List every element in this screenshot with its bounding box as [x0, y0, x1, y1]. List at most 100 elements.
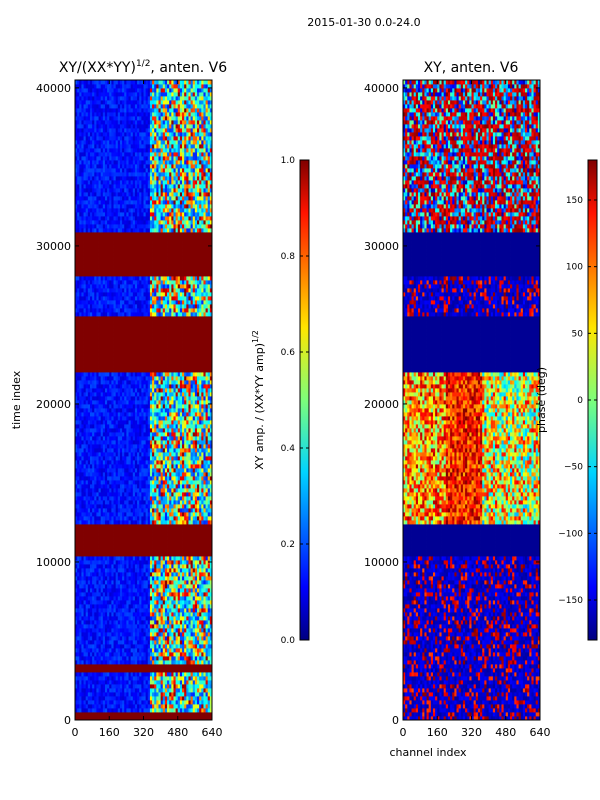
- amplitude-heat-cell: [186, 688, 189, 693]
- amplitude-heat-cell: [190, 608, 194, 613]
- amplitude-heat-cell: [207, 624, 211, 629]
- amplitude-heat-cell: [134, 568, 138, 573]
- amplitude-heat-cell: [197, 712, 200, 717]
- amplitude-heat-cell: [162, 412, 166, 417]
- amplitude-heat-cell: [122, 492, 125, 497]
- amplitude-heat-cell: [100, 492, 104, 497]
- amplitude-heat-cell: [177, 500, 181, 505]
- amplitude-heat-cell: [182, 520, 185, 525]
- amplitude-heat-cell: [158, 672, 162, 677]
- amplitude-heat-cell: [111, 556, 114, 561]
- amplitude-heat-cell: [115, 568, 119, 573]
- amplitude-heat-cell: [184, 660, 187, 665]
- amplitude-heat-cell: [102, 708, 106, 713]
- amplitude-heat-cell: [87, 588, 91, 593]
- amplitude-heat-cell: [87, 436, 91, 441]
- amplitude-heat-cell: [77, 444, 80, 449]
- amplitude-heat-cell: [89, 480, 93, 485]
- amplitude-heat-cell: [122, 428, 125, 433]
- amplitude-heat-cell: [167, 612, 170, 617]
- amplitude-heat-cell: [179, 556, 183, 561]
- amplitude-heat-cell: [167, 660, 170, 665]
- amplitude-heat-cell: [83, 460, 87, 465]
- amplitude-heat-cell: [98, 624, 102, 629]
- amplitude-heat-cell: [179, 444, 183, 449]
- amplitude-heat-cell: [156, 428, 159, 433]
- amplitude-heat-cell: [94, 588, 97, 593]
- amplitude-heat-cell: [177, 492, 181, 497]
- amplitude-heat-cell: [124, 520, 127, 525]
- amplitude-heat-cell: [182, 528, 185, 533]
- amplitude-heat-cell: [130, 704, 134, 709]
- amplitude-heat-cell: [207, 600, 211, 605]
- amplitude-heat-cell: [186, 532, 189, 537]
- amplitude-heat-cell: [89, 712, 93, 717]
- amplitude-heat-cell: [98, 676, 102, 681]
- amplitude-heat-cell: [203, 580, 206, 585]
- amplitude-heat-cell: [83, 628, 87, 633]
- amplitude-heat-cell: [119, 420, 123, 425]
- amplitude-heat-cell: [162, 668, 166, 673]
- amplitude-heat-cell: [98, 684, 102, 689]
- amplitude-heat-cell: [179, 524, 183, 529]
- amplitude-heat-cell: [156, 548, 159, 553]
- amplitude-heat-cell: [152, 468, 155, 473]
- amplitude-heat-cell: [152, 552, 155, 557]
- amplitude-heat-cell: [147, 688, 151, 693]
- amplitude-heat-cell: [190, 600, 194, 605]
- amplitude-heat-cell: [117, 648, 121, 653]
- amplitude-heat-cell: [124, 536, 127, 541]
- amplitude-heat-cell: [100, 616, 104, 621]
- amplitude-heat-cell: [92, 492, 95, 497]
- amplitude-heat-cell: [96, 604, 99, 609]
- amplitude-heat-cell: [164, 632, 168, 637]
- amplitude-heat-cell: [160, 664, 164, 669]
- amplitude-heat-cell: [124, 696, 127, 701]
- amplitude-heat-cell: [134, 456, 138, 461]
- amplitude-heat-cell: [158, 552, 162, 557]
- amplitude-heat-cell: [119, 572, 123, 577]
- amplitude-heat-cell: [194, 592, 198, 597]
- amplitude-heat-cell: [188, 492, 191, 497]
- amplitude-heat-cell: [122, 576, 125, 581]
- amplitude-heat-cell: [199, 596, 202, 601]
- amplitude-heat-cell: [122, 520, 125, 525]
- amplitude-heat-cell: [207, 548, 211, 553]
- amplitude-heat-cell: [167, 680, 170, 685]
- amplitude-heat-cell: [154, 648, 157, 653]
- amplitude-heat-cell: [141, 472, 144, 477]
- amplitude-heat-cell: [199, 536, 202, 541]
- amplitude-heat-cell: [89, 444, 93, 449]
- amplitude-heat-cell: [169, 564, 172, 569]
- amplitude-heat-cell: [177, 588, 181, 593]
- amplitude-heat-cell: [85, 496, 89, 501]
- amplitude-heat-cell: [169, 476, 172, 481]
- amplitude-heat-cell: [203, 592, 206, 597]
- amplitude-heat-cell: [119, 428, 123, 433]
- amplitude-heat-cell: [156, 464, 159, 469]
- amplitude-heat-cell: [173, 416, 177, 421]
- amplitude-heat-cell: [182, 536, 185, 541]
- amplitude-heat-cell: [83, 560, 87, 565]
- amplitude-heat-cell: [207, 576, 211, 581]
- amplitude-heat-cell: [190, 444, 194, 449]
- amplitude-heat-cell: [160, 628, 164, 633]
- amplitude-heat-cell: [171, 452, 174, 457]
- amplitude-heat-cell: [182, 436, 185, 441]
- amplitude-heat-cell: [158, 568, 162, 573]
- amplitude-heat-cell: [149, 580, 153, 585]
- amplitude-heat-cell: [122, 536, 125, 541]
- amplitude-heat-cell: [149, 556, 153, 561]
- amplitude-heat-cell: [149, 520, 153, 525]
- amplitude-heat-cell: [98, 660, 102, 665]
- amplitude-heat-cell: [192, 524, 196, 529]
- amplitude-heat-cell: [162, 416, 166, 421]
- amplitude-heat-cell: [122, 500, 125, 505]
- amplitude-heat-cell: [83, 492, 87, 497]
- amplitude-heat-cell: [158, 640, 162, 645]
- amplitude-heat-cell: [130, 680, 134, 685]
- amplitude-heat-cell: [92, 676, 95, 681]
- amplitude-heat-cell: [100, 624, 104, 629]
- amplitude-heat-cell: [104, 660, 108, 665]
- amplitude-heat-cell: [87, 676, 91, 681]
